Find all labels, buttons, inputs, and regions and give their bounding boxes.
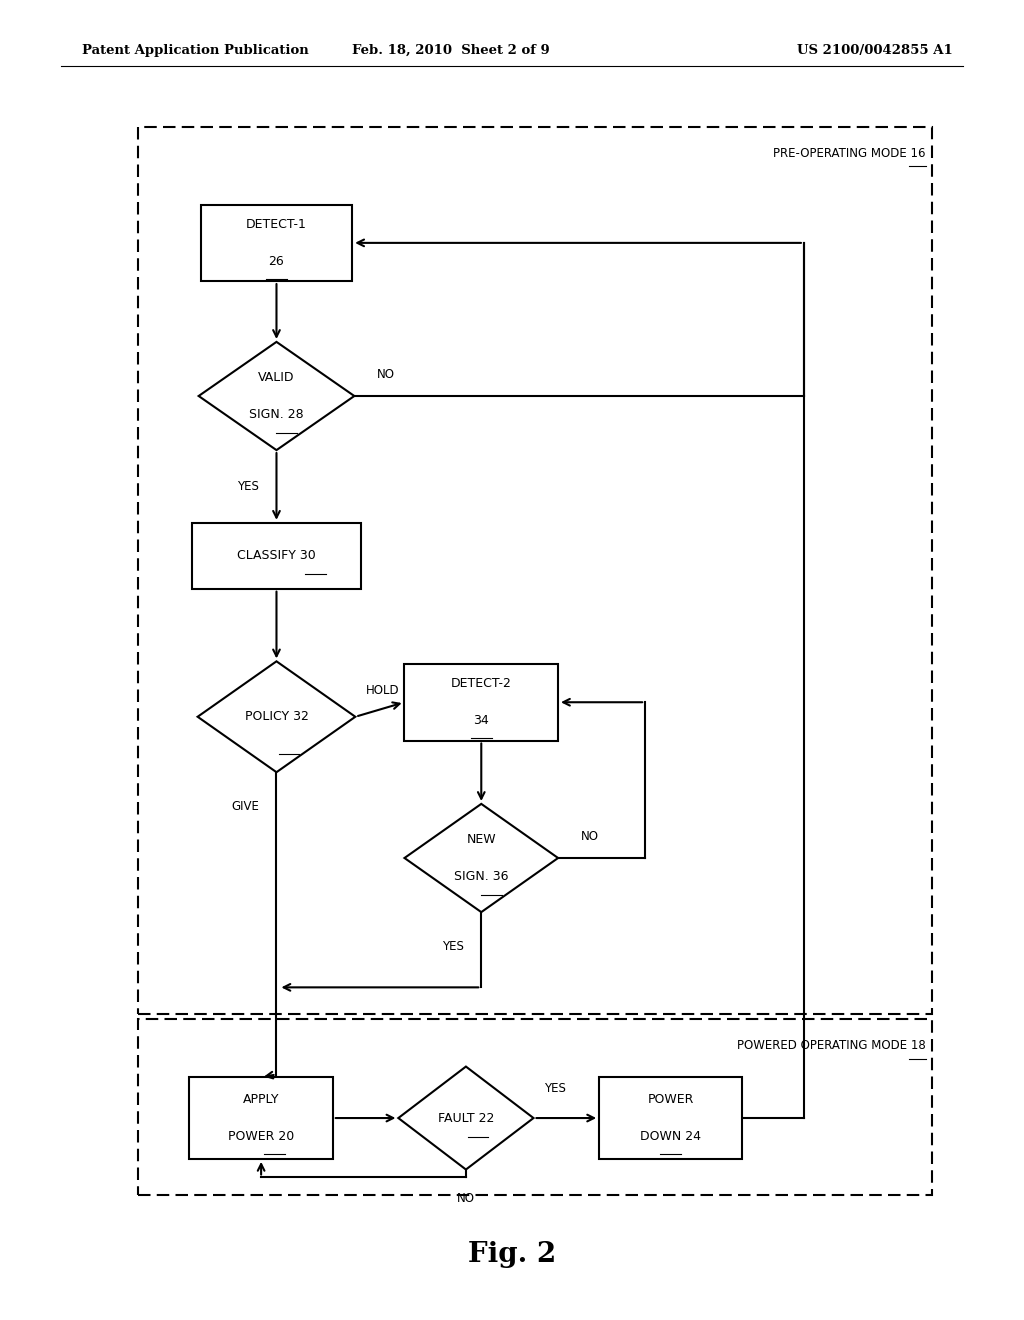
- Bar: [193, 523, 361, 589]
- Text: GIVE: GIVE: [231, 800, 260, 813]
- Bar: [404, 664, 558, 741]
- Bar: [138, 127, 932, 1014]
- Text: NEW: NEW: [467, 833, 496, 846]
- Text: FAULT 22: FAULT 22: [437, 1111, 495, 1125]
- Text: DETECT-1: DETECT-1: [246, 218, 307, 231]
- Text: Patent Application Publication: Patent Application Publication: [82, 44, 308, 57]
- Text: YES: YES: [237, 480, 259, 492]
- Text: Fig. 2: Fig. 2: [468, 1241, 556, 1267]
- Text: PRE-OPERATING MODE 16: PRE-OPERATING MODE 16: [773, 147, 926, 160]
- Text: POWER 20: POWER 20: [228, 1130, 294, 1143]
- Text: Feb. 18, 2010  Sheet 2 of 9: Feb. 18, 2010 Sheet 2 of 9: [351, 44, 550, 57]
- Text: SIGN. 36: SIGN. 36: [454, 870, 509, 883]
- Bar: [201, 205, 352, 281]
- Polygon shape: [199, 342, 354, 450]
- Bar: [599, 1077, 742, 1159]
- Text: VALID: VALID: [258, 371, 295, 384]
- Polygon shape: [398, 1067, 534, 1170]
- Polygon shape: [198, 661, 355, 772]
- Text: NO: NO: [581, 830, 599, 843]
- Text: DOWN 24: DOWN 24: [640, 1130, 701, 1143]
- Text: US 2100/0042855 A1: US 2100/0042855 A1: [797, 44, 952, 57]
- Text: YES: YES: [544, 1082, 565, 1096]
- Text: APPLY: APPLY: [243, 1093, 280, 1106]
- Text: YES: YES: [441, 940, 464, 953]
- Text: POWERED OPERATING MODE 18: POWERED OPERATING MODE 18: [737, 1039, 926, 1052]
- Bar: [138, 1019, 932, 1195]
- Text: POWER: POWER: [647, 1093, 694, 1106]
- Text: HOLD: HOLD: [366, 684, 399, 697]
- Text: 34: 34: [473, 714, 489, 727]
- Text: SIGN. 28: SIGN. 28: [249, 408, 304, 421]
- Text: NO: NO: [457, 1192, 475, 1205]
- Text: DETECT-2: DETECT-2: [451, 677, 512, 690]
- Bar: [189, 1077, 333, 1159]
- Text: POLICY 32: POLICY 32: [245, 710, 308, 723]
- Text: NO: NO: [377, 368, 395, 381]
- Polygon shape: [404, 804, 558, 912]
- Text: CLASSIFY 30: CLASSIFY 30: [238, 549, 315, 562]
- Text: 26: 26: [268, 255, 285, 268]
